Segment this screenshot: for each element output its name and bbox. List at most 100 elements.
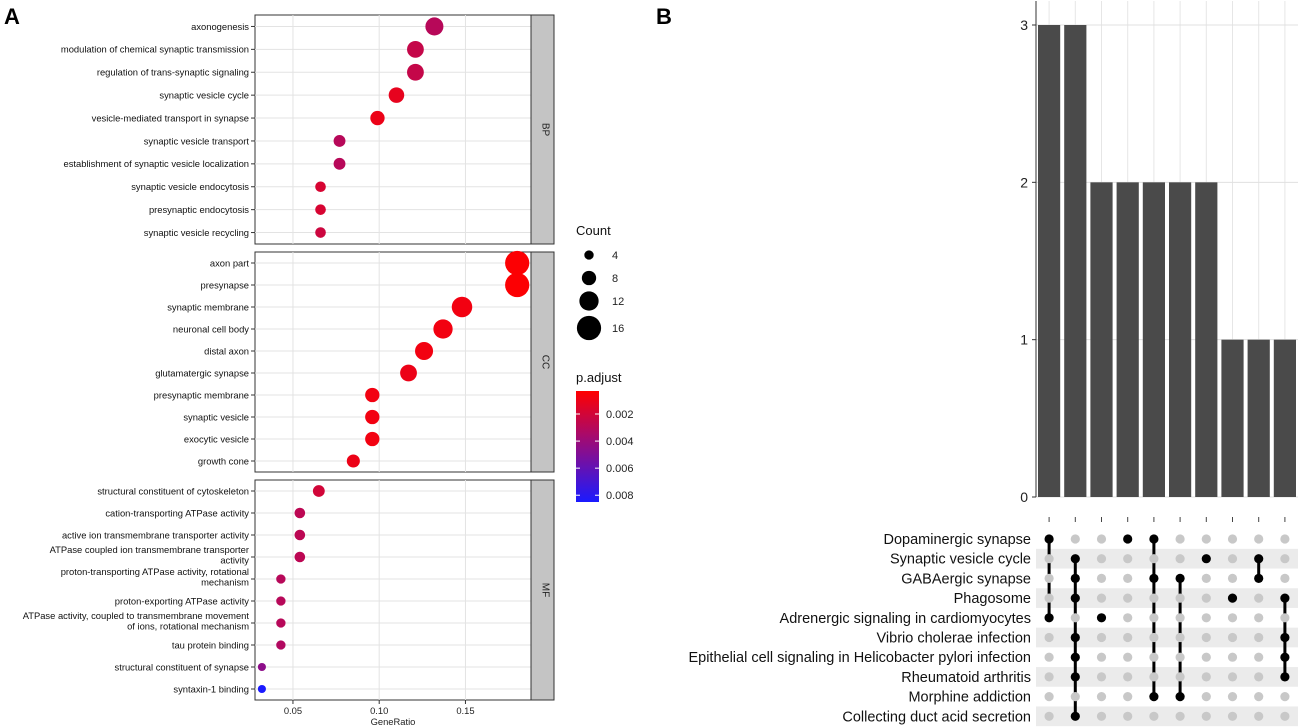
term-label: syntaxin-1 binding bbox=[173, 683, 249, 694]
dotplot-panel: axonogenesis modulation of chemical synap… bbox=[23, 14, 555, 727]
term-label: axonogenesis bbox=[191, 21, 249, 32]
data-point bbox=[276, 596, 286, 606]
matrix-dot-empty bbox=[1254, 534, 1264, 544]
matrix-dot-empty bbox=[1096, 534, 1107, 544]
facet-panel-cc bbox=[254, 251, 532, 473]
term-label: proton-exporting ATPase activity bbox=[115, 595, 250, 606]
matrix-row-band bbox=[1036, 706, 1298, 727]
matrix-dot-empty bbox=[1096, 554, 1107, 564]
set-label: Synaptic vesicle cycle bbox=[890, 552, 1031, 568]
matrix-dot-filled bbox=[1070, 652, 1080, 662]
matrix-dot-empty bbox=[1096, 692, 1107, 702]
color-legend-title: p.adjust bbox=[576, 370, 622, 385]
facet-strip-label: MF bbox=[540, 583, 551, 597]
matrix-dot-empty bbox=[1123, 593, 1133, 603]
term-label: ATPase activity, coupled to transmembran… bbox=[23, 610, 250, 632]
y-tick-label: 2 bbox=[1020, 174, 1028, 190]
matrix-dot-filled bbox=[1149, 573, 1159, 584]
matrix-dot-empty bbox=[1280, 534, 1290, 544]
matrix-row-band bbox=[1036, 627, 1298, 648]
size-legend-label: 8 bbox=[612, 273, 618, 285]
data-point bbox=[505, 250, 530, 276]
matrix-dot-empty bbox=[1227, 711, 1238, 721]
matrix-dot-filled bbox=[1044, 613, 1054, 623]
facet-panel-bp bbox=[254, 14, 532, 245]
matrix-dot-empty bbox=[1254, 613, 1264, 623]
matrix-dot-empty bbox=[1254, 711, 1264, 721]
term-label: cation-transporting ATPase activity bbox=[105, 507, 249, 518]
matrix-dot-empty bbox=[1201, 652, 1211, 662]
set-label: Dopaminergic synapse bbox=[884, 532, 1032, 548]
matrix-dot-empty bbox=[1096, 573, 1107, 584]
matrix-dot-empty bbox=[1044, 672, 1054, 682]
x-tick-label: 0.05 bbox=[284, 705, 302, 716]
data-point bbox=[315, 181, 326, 193]
data-point bbox=[333, 135, 346, 147]
data-point bbox=[365, 409, 380, 425]
color-legend-bar bbox=[576, 391, 599, 502]
matrix-dot-empty bbox=[1227, 534, 1238, 544]
matrix-dot-empty bbox=[1044, 554, 1054, 564]
term-label: presynaptic membrane bbox=[154, 389, 249, 400]
intersection-bar bbox=[1169, 182, 1192, 498]
term-label: synaptic membrane bbox=[167, 301, 249, 312]
data-point bbox=[276, 574, 286, 584]
matrix-dot-filled bbox=[1070, 554, 1080, 564]
term-label-line: mechanism bbox=[201, 577, 249, 588]
matrix-row-band bbox=[1036, 588, 1298, 608]
term-label: synaptic vesicle recycling bbox=[144, 227, 249, 238]
term-label: establishment of synaptic vesicle locali… bbox=[63, 158, 249, 169]
set-label: GABAergic synapse bbox=[901, 571, 1031, 587]
matrix-dot-empty bbox=[1096, 711, 1107, 721]
matrix-dot-filled bbox=[1280, 593, 1290, 603]
facet-strip-mf bbox=[530, 479, 555, 701]
term-label-line: proton-transporting ATPase activity, rot… bbox=[61, 566, 249, 577]
set-label: Vibrio cholerae infection bbox=[877, 631, 1032, 647]
size-legend-dot bbox=[581, 270, 597, 286]
panel-label-b: B bbox=[656, 4, 672, 29]
x-tick-label: 0.10 bbox=[370, 705, 388, 716]
matrix-dot-empty bbox=[1201, 593, 1211, 603]
set-label: Epithelial cell signaling in Helicobacte… bbox=[688, 650, 1031, 666]
matrix-dot-filled bbox=[1070, 593, 1080, 603]
matrix-dot-empty bbox=[1227, 692, 1238, 702]
matrix-dot-empty bbox=[1201, 672, 1211, 682]
matrix-dot-filled bbox=[1070, 573, 1080, 584]
term-label: active ion transmembrane transporter act… bbox=[62, 529, 249, 540]
matrix-dot-empty bbox=[1123, 573, 1133, 584]
color-legend-label: 0.004 bbox=[606, 436, 634, 448]
matrix-dot-empty bbox=[1044, 593, 1054, 603]
y-tick-label: 3 bbox=[1020, 17, 1028, 33]
intersection-bar bbox=[1273, 339, 1296, 497]
data-point bbox=[315, 227, 326, 238]
matrix-dot-filled bbox=[1044, 534, 1054, 544]
matrix-dot-empty bbox=[1227, 613, 1238, 623]
matrix-dot-empty bbox=[1254, 692, 1264, 702]
facet-strip-bp bbox=[530, 14, 555, 245]
term-label: regulation of trans-synaptic signaling bbox=[97, 67, 249, 78]
matrix-dot-empty bbox=[1096, 672, 1107, 682]
panel-label-a: A bbox=[4, 4, 20, 29]
matrix-dot-filled bbox=[1254, 573, 1264, 584]
term-label: growth cone bbox=[198, 455, 249, 466]
term-label: proton-transporting ATPase activity, rot… bbox=[61, 566, 249, 588]
term-label-line: ATPase coupled ion transmembrane transpo… bbox=[50, 544, 249, 555]
matrix-dot-empty bbox=[1227, 672, 1238, 682]
matrix-dot-filled bbox=[1227, 593, 1238, 603]
term-label: presynapse bbox=[201, 279, 249, 290]
term-label: presynaptic endocytosis bbox=[149, 204, 249, 215]
matrix-dot-empty bbox=[1227, 554, 1238, 564]
matrix-dot-empty bbox=[1175, 632, 1185, 643]
matrix-dot-empty bbox=[1123, 632, 1133, 643]
matrix-dot-empty bbox=[1201, 573, 1211, 584]
matrix-dot-empty bbox=[1227, 573, 1238, 584]
term-label: structural constituent of synapse bbox=[115, 661, 249, 672]
size-legend-label: 12 bbox=[612, 296, 624, 308]
matrix-row-band bbox=[1036, 548, 1298, 569]
data-point bbox=[276, 640, 286, 650]
matrix-dot-empty bbox=[1175, 672, 1185, 682]
matrix-dot-empty bbox=[1149, 593, 1159, 603]
size-legend-title: Count bbox=[576, 223, 611, 238]
matrix-dot-empty bbox=[1175, 711, 1185, 721]
